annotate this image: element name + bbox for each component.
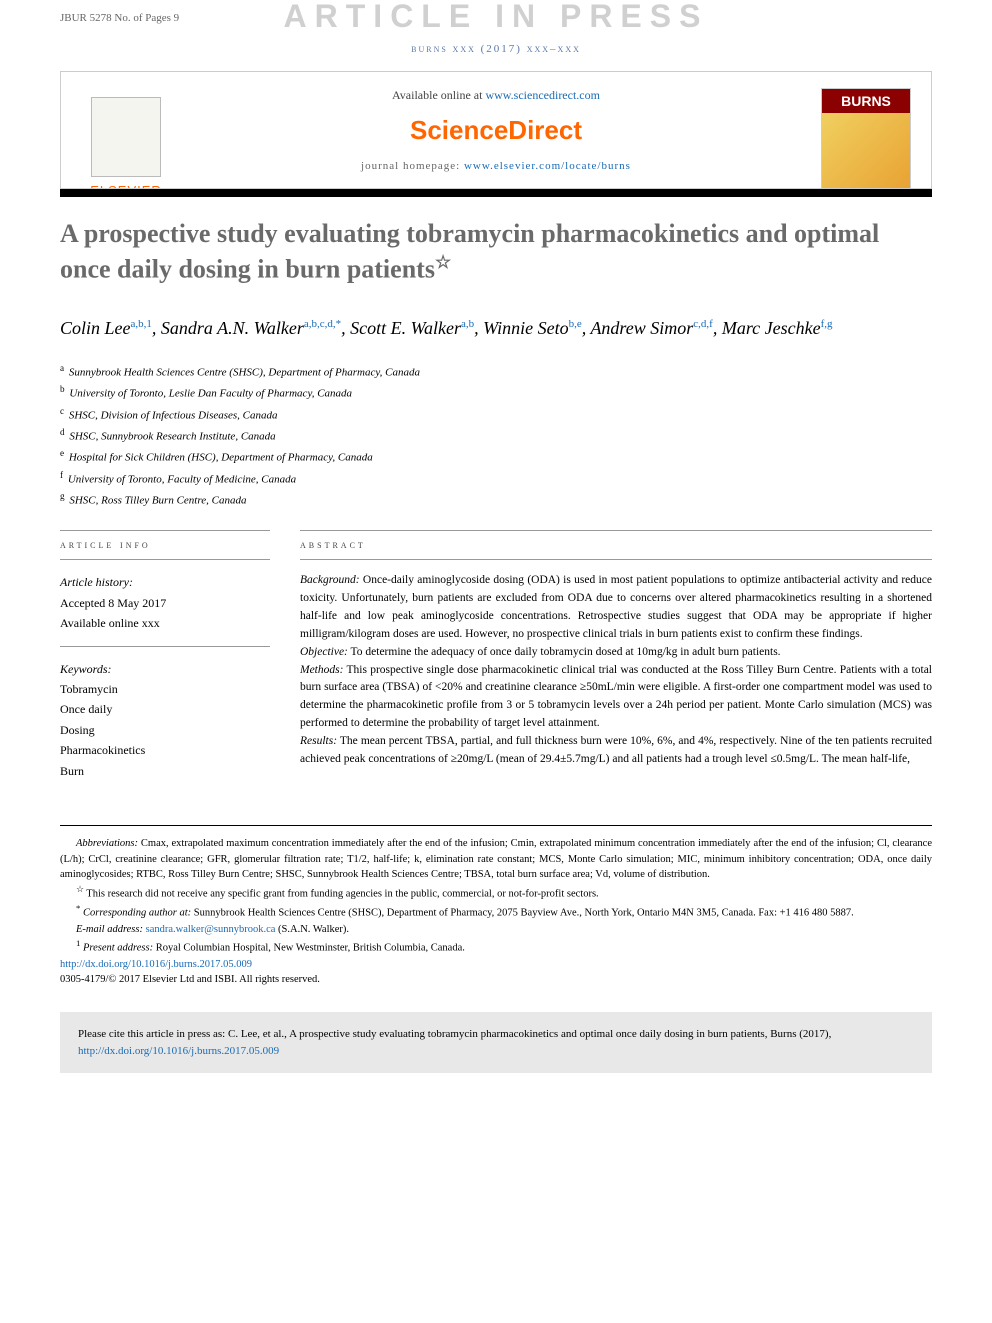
author: Scott E. Walkera,b bbox=[350, 318, 474, 338]
affiliation: b University of Toronto, Leslie Dan Facu… bbox=[60, 382, 932, 403]
abstract-body: Background: Once-daily aminoglycoside do… bbox=[300, 572, 932, 768]
methods-text: This prospective single dose pharmacokin… bbox=[300, 664, 932, 729]
corresponding-label: Corresponding author at: bbox=[83, 908, 194, 919]
journal-homepage: journal homepage: www.elsevier.com/locat… bbox=[81, 160, 911, 172]
keyword: Once daily bbox=[60, 699, 270, 719]
keywords-list: TobramycinOnce dailyDosingPharmacokineti… bbox=[60, 679, 270, 781]
journal-cover: BURNS bbox=[821, 88, 911, 189]
elsevier-logo: ELSEVIER bbox=[81, 88, 171, 189]
author: Winnie Setob,e bbox=[483, 318, 582, 338]
keyword: Tobramycin bbox=[60, 679, 270, 699]
title-text: A prospective study evaluating tobramyci… bbox=[60, 219, 879, 283]
affiliation: d SHSC, Sunnybrook Research Institute, C… bbox=[60, 425, 932, 446]
objective-label: Objective: bbox=[300, 646, 348, 658]
footnotes: Abbreviations: Cmax, extrapolated maximu… bbox=[60, 825, 932, 988]
homepage-link[interactable]: www.elsevier.com/locate/burns bbox=[464, 160, 631, 172]
affiliation: e Hospital for Sick Children (HSC), Depa… bbox=[60, 446, 932, 467]
keyword: Dosing bbox=[60, 720, 270, 740]
affiliation: c SHSC, Division of Infectious Diseases,… bbox=[60, 404, 932, 425]
homepage-prefix: journal homepage: bbox=[361, 160, 464, 172]
journal-reference: burns xxx (2017) xxx–xxx bbox=[0, 43, 992, 55]
accepted-date: Accepted 8 May 2017 bbox=[60, 593, 270, 613]
copyright-text: 0305-4179/© 2017 Elsevier Ltd and ISBI. … bbox=[60, 972, 932, 988]
citation-doi-link[interactable]: http://dx.doi.org/10.1016/j.burns.2017.0… bbox=[78, 1045, 279, 1057]
author: Andrew Simorc,d,f bbox=[590, 318, 712, 338]
abstract-heading: abstract bbox=[300, 530, 932, 560]
author: Colin Leea,b,1 bbox=[60, 318, 152, 338]
article-title: A prospective study evaluating tobramyci… bbox=[60, 217, 932, 286]
available-prefix: Available online at bbox=[392, 88, 485, 102]
author: Sandra A.N. Walkera,b,c,d,* bbox=[161, 318, 341, 338]
email-label: E-mail address: bbox=[76, 924, 146, 935]
authors-list: Colin Leea,b,1, Sandra A.N. Walkera,b,c,… bbox=[60, 314, 932, 343]
sciencedirect-logo: ScienceDirect bbox=[81, 115, 911, 146]
journal-cover-title: BURNS bbox=[822, 89, 910, 113]
black-rule bbox=[60, 189, 932, 197]
author: Marc Jeschkef,g bbox=[722, 318, 833, 338]
present-address-label: Present address: bbox=[83, 943, 156, 954]
header-box: ELSEVIER BURNS Available online at www.s… bbox=[60, 71, 932, 189]
citation-text: Please cite this article in press as: C.… bbox=[78, 1028, 831, 1040]
keyword: Pharmacokinetics bbox=[60, 740, 270, 760]
abbreviations-label: Abbreviations: bbox=[76, 838, 141, 849]
sciencedirect-link[interactable]: www.sciencedirect.com bbox=[485, 88, 600, 102]
methods-label: Methods: bbox=[300, 664, 343, 676]
doi-link[interactable]: http://dx.doi.org/10.1016/j.burns.2017.0… bbox=[60, 959, 252, 970]
title-star: ☆ bbox=[435, 252, 451, 272]
affiliation: g SHSC, Ross Tilley Burn Centre, Canada bbox=[60, 489, 932, 510]
background-text: Once-daily aminoglycoside dosing (ODA) i… bbox=[300, 574, 932, 639]
article-info-heading: article info bbox=[60, 530, 270, 560]
article-history-label: Article history: bbox=[60, 572, 270, 592]
email-link[interactable]: sandra.walker@sunnybrook.ca bbox=[146, 924, 276, 935]
available-online: Available online at www.sciencedirect.co… bbox=[81, 88, 911, 103]
present-address-text: Royal Columbian Hospital, New Westminste… bbox=[156, 943, 465, 954]
abbreviations-text: Cmax, extrapolated maximum concentration… bbox=[60, 838, 932, 881]
affiliation: a Sunnybrook Health Sciences Centre (SHS… bbox=[60, 361, 932, 382]
email-name: (S.A.N. Walker). bbox=[275, 924, 349, 935]
keywords-label: Keywords: bbox=[60, 659, 270, 679]
available-online-date: Available online xxx bbox=[60, 613, 270, 633]
funding-note: This research did not receive any specif… bbox=[86, 889, 598, 900]
affiliation: f University of Toronto, Faculty of Medi… bbox=[60, 468, 932, 489]
divider bbox=[60, 646, 270, 647]
results-label: Results: bbox=[300, 735, 337, 747]
keyword: Burn bbox=[60, 761, 270, 781]
journal-cover-image bbox=[822, 113, 910, 189]
elsevier-text: ELSEVIER bbox=[90, 183, 162, 189]
results-text: The mean percent TBSA, partial, and full… bbox=[300, 735, 932, 765]
corresponding-text: Sunnybrook Health Sciences Centre (SHSC)… bbox=[194, 908, 854, 919]
affiliations-list: a Sunnybrook Health Sciences Centre (SHS… bbox=[60, 361, 932, 510]
citation-box: Please cite this article in press as: C.… bbox=[60, 1012, 932, 1073]
elsevier-tree-icon bbox=[91, 97, 161, 177]
background-label: Background: bbox=[300, 574, 360, 586]
objective-text: To determine the adequacy of once daily … bbox=[348, 646, 781, 658]
